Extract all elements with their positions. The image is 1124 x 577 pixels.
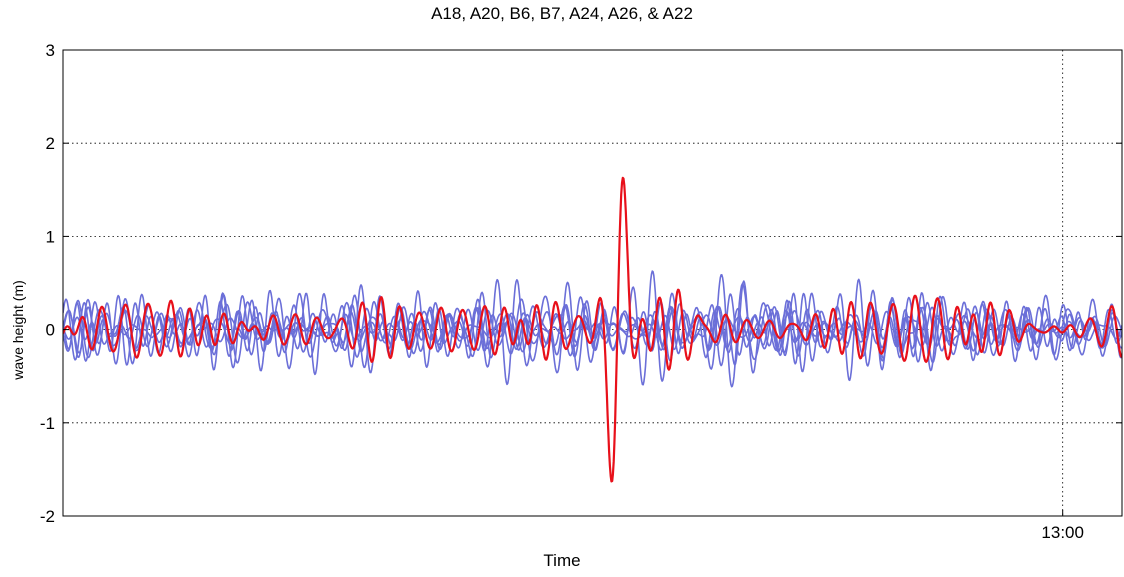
grid-lines — [63, 50, 1122, 516]
series-line-5 — [63, 270, 1122, 386]
chart-title: A18, A20, B6, B7, A24, A26, & A22 — [431, 4, 693, 23]
series-line-highlight — [63, 176, 1122, 483]
x-axis-label: Time — [543, 551, 581, 570]
y-tick-label: -1 — [40, 414, 55, 433]
series-line-6 — [63, 294, 1122, 369]
y-tick-label: 2 — [46, 134, 55, 153]
y-tick-label: 0 — [46, 321, 55, 340]
y-tick-label: -2 — [40, 507, 55, 526]
y-tick-label: 1 — [46, 227, 55, 246]
series-lines — [63, 176, 1122, 483]
x-tick-label: 13:00 — [1041, 523, 1084, 542]
plot-frame — [62, 49, 1123, 517]
axis-ticks: -2 -1 0 1 2 3 13:00 — [40, 41, 1122, 542]
y-tick-label: 3 — [46, 41, 55, 60]
